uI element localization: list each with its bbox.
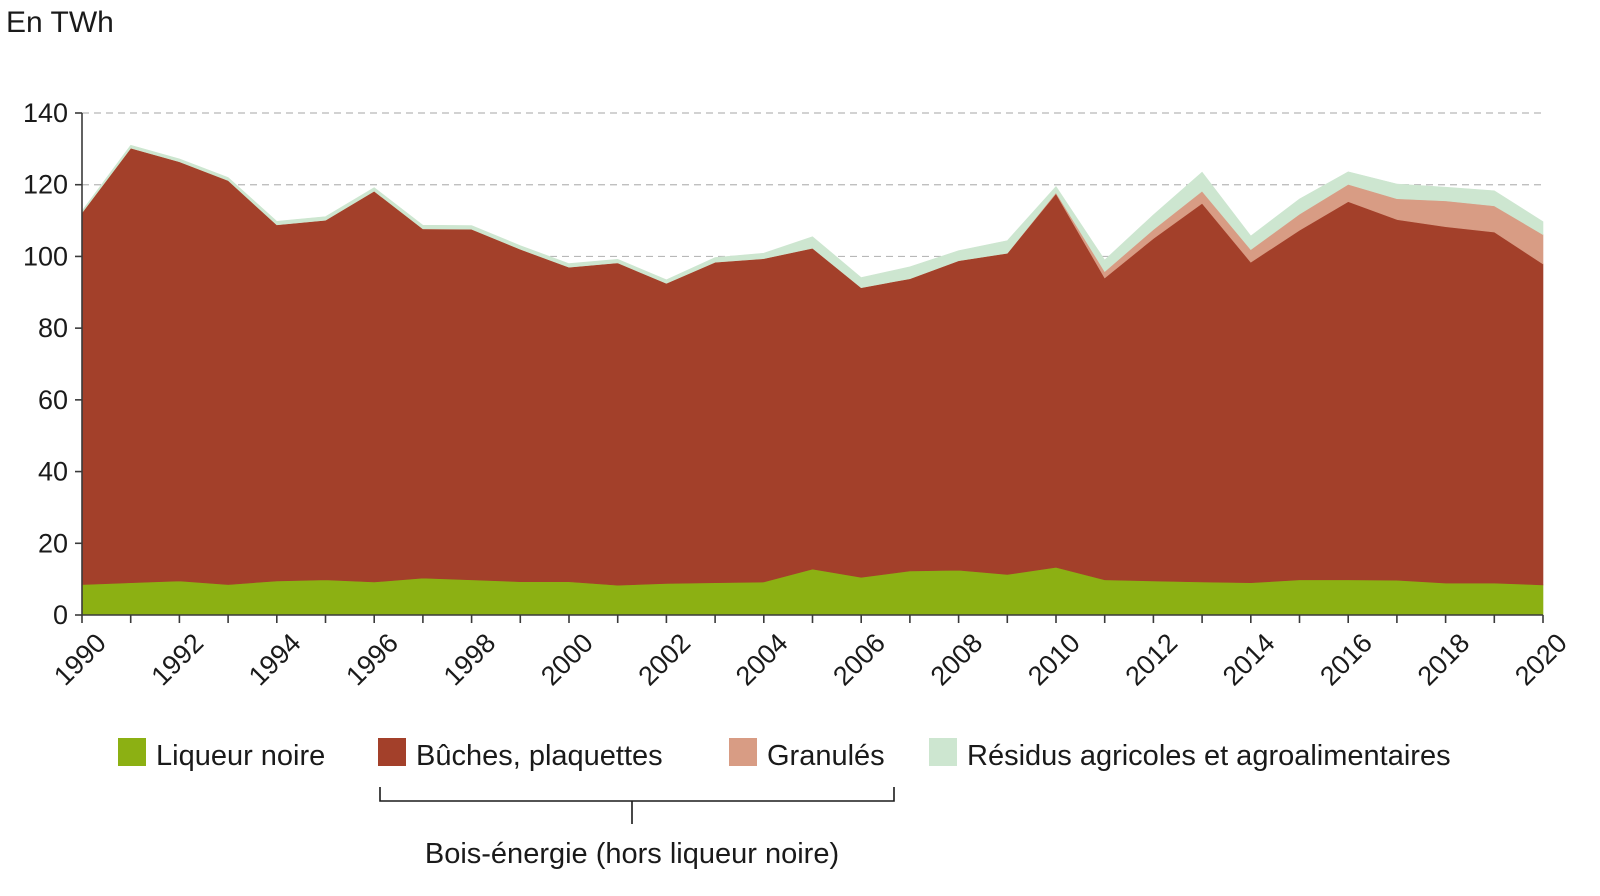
y-tick-label-40: 40 bbox=[38, 457, 68, 487]
x-tick-label-2004: 2004 bbox=[730, 628, 794, 692]
y-tick-label-140: 140 bbox=[23, 98, 68, 128]
legend-label-residus-agricoles-et-agroalimentaires: Résidus agricoles et agroalimentaires bbox=[967, 740, 1451, 772]
legend-swatch-granules bbox=[729, 738, 757, 766]
series-areas bbox=[81, 144, 1544, 616]
x-tick-label-2016: 2016 bbox=[1314, 628, 1378, 692]
bois-energie-bracket: Bois-énergie (hors liqueur noire) bbox=[379, 787, 895, 870]
x-tick-label-2008: 2008 bbox=[925, 628, 989, 692]
x-tick-label-1990: 1990 bbox=[48, 628, 112, 692]
x-tick-label-1994: 1994 bbox=[243, 628, 307, 692]
y-tick-label-100: 100 bbox=[23, 241, 68, 271]
y-tick-label-20: 20 bbox=[38, 528, 68, 558]
x-tick-label-1996: 1996 bbox=[340, 628, 404, 692]
bracket-line bbox=[379, 787, 895, 824]
y-axis-ticks: 0 20 40 60 80 100 120 140 bbox=[23, 98, 82, 630]
x-tick-label-2020: 2020 bbox=[1509, 628, 1573, 692]
y-tick-label-120: 120 bbox=[23, 170, 68, 200]
x-tick-label-1992: 1992 bbox=[146, 628, 210, 692]
x-tick-label-2010: 2010 bbox=[1022, 628, 1086, 692]
x-tick-label-2006: 2006 bbox=[827, 628, 891, 692]
y-tick-label-80: 80 bbox=[38, 313, 68, 343]
y-tick-label-0: 0 bbox=[53, 600, 68, 630]
area-residus-agricoles-et-agroalimentaires bbox=[81, 144, 1544, 288]
x-tick-label-1998: 1998 bbox=[438, 628, 502, 692]
legend-swatch-residus-agricoles-et-agroalimentaires bbox=[929, 738, 957, 766]
legend-swatch-liqueur-noire bbox=[118, 738, 146, 766]
x-tick-label-2012: 2012 bbox=[1120, 628, 1184, 692]
legend-label-granules: Granulés bbox=[767, 740, 885, 772]
x-tick-label-2000: 2000 bbox=[535, 628, 599, 692]
legend-swatch-buches-plaquettes bbox=[378, 738, 406, 766]
x-tick-label-2014: 2014 bbox=[1217, 628, 1281, 692]
legend-label-liqueur-noire: Liqueur noire bbox=[156, 740, 325, 772]
y-tick-label-60: 60 bbox=[38, 385, 68, 415]
legend-label-buches-plaquettes: Bûches, plaquettes bbox=[416, 740, 663, 772]
y-axis-unit-label: En TWh bbox=[6, 6, 114, 39]
legend: Liqueur noire Bûches, plaquettes Granulés R… bbox=[118, 738, 1451, 772]
x-axis-ticks: 1990 1992 1994 1996 1998 2000 2002 2004 2006 2008… bbox=[48, 615, 1573, 691]
x-tick-label-2018: 2018 bbox=[1412, 628, 1476, 692]
bracket-label: Bois-énergie (hors liqueur noire) bbox=[425, 838, 839, 870]
x-tick-label-2002: 2002 bbox=[633, 628, 697, 692]
